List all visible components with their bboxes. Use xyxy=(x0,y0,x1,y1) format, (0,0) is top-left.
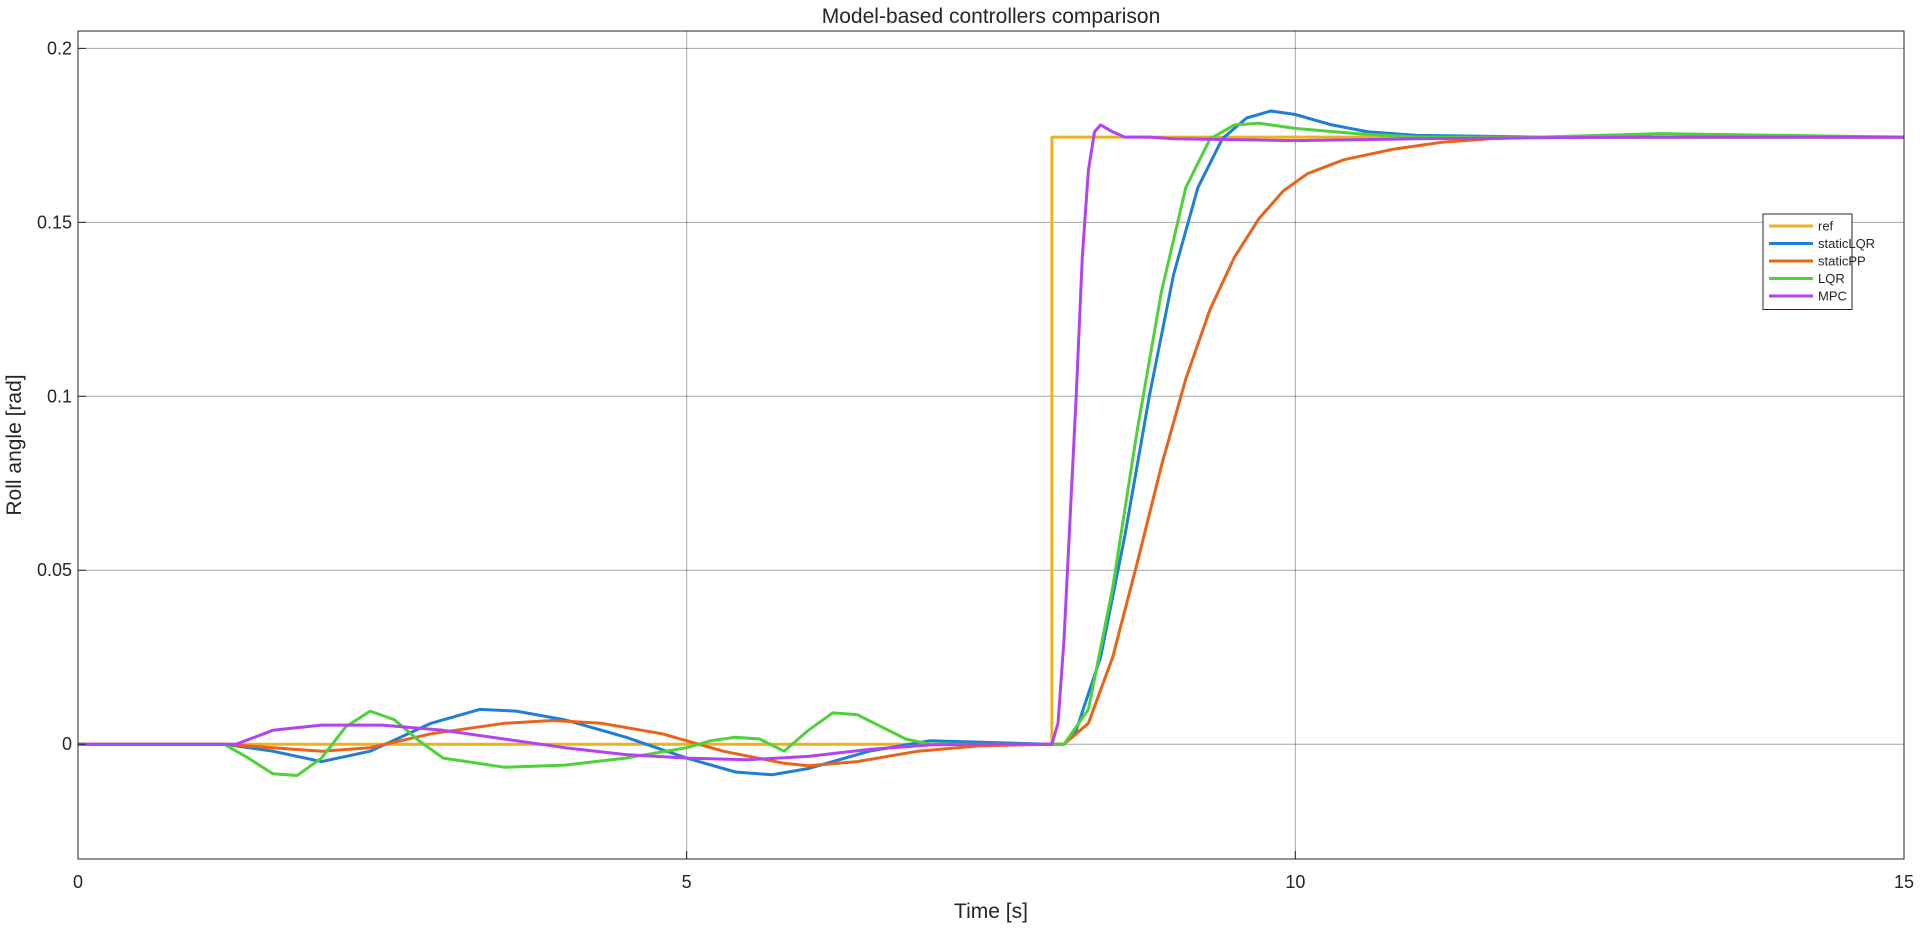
legend: ref staticLQR staticPP LQR MPC xyxy=(1762,213,1875,310)
x-axis-label: Time [s] xyxy=(954,900,1028,923)
legend-label-staticPP: staticPP xyxy=(1818,254,1866,269)
x-tick-label: 5 xyxy=(682,872,692,892)
tick-labels: 0 5 10 15 0 0.05 0.1 0.15 0.2 xyxy=(37,38,1914,892)
series-line-MPC xyxy=(78,123,1904,762)
y-tick-label: 0.1 xyxy=(47,386,72,406)
y-tick-label: 0.05 xyxy=(37,560,72,580)
legend-label-staticLQR: staticLQR xyxy=(1818,236,1875,251)
legend-label-MPC: MPC xyxy=(1818,289,1847,304)
plot-background xyxy=(78,31,1904,859)
series-lines xyxy=(78,109,1904,777)
x-tick-label: 10 xyxy=(1285,872,1305,892)
plot-frame xyxy=(77,30,1905,860)
series-line-LQR xyxy=(78,121,1904,777)
y-axis-label: Roll angle [rad] xyxy=(3,374,26,515)
y-tick-label: 0.2 xyxy=(47,38,72,58)
x-tick-label: 15 xyxy=(1894,872,1914,892)
plot-area xyxy=(77,30,1905,860)
legend-label-ref: ref xyxy=(1818,219,1834,234)
y-tick-label: 0 xyxy=(62,734,72,754)
series-line-staticPP xyxy=(78,135,1904,768)
legend-label-LQR: LQR xyxy=(1818,271,1845,286)
x-tick-label: 0 xyxy=(73,872,83,892)
y-tick-label: 0.15 xyxy=(37,212,72,232)
chart-title: Model-based controllers comparison xyxy=(822,5,1161,28)
